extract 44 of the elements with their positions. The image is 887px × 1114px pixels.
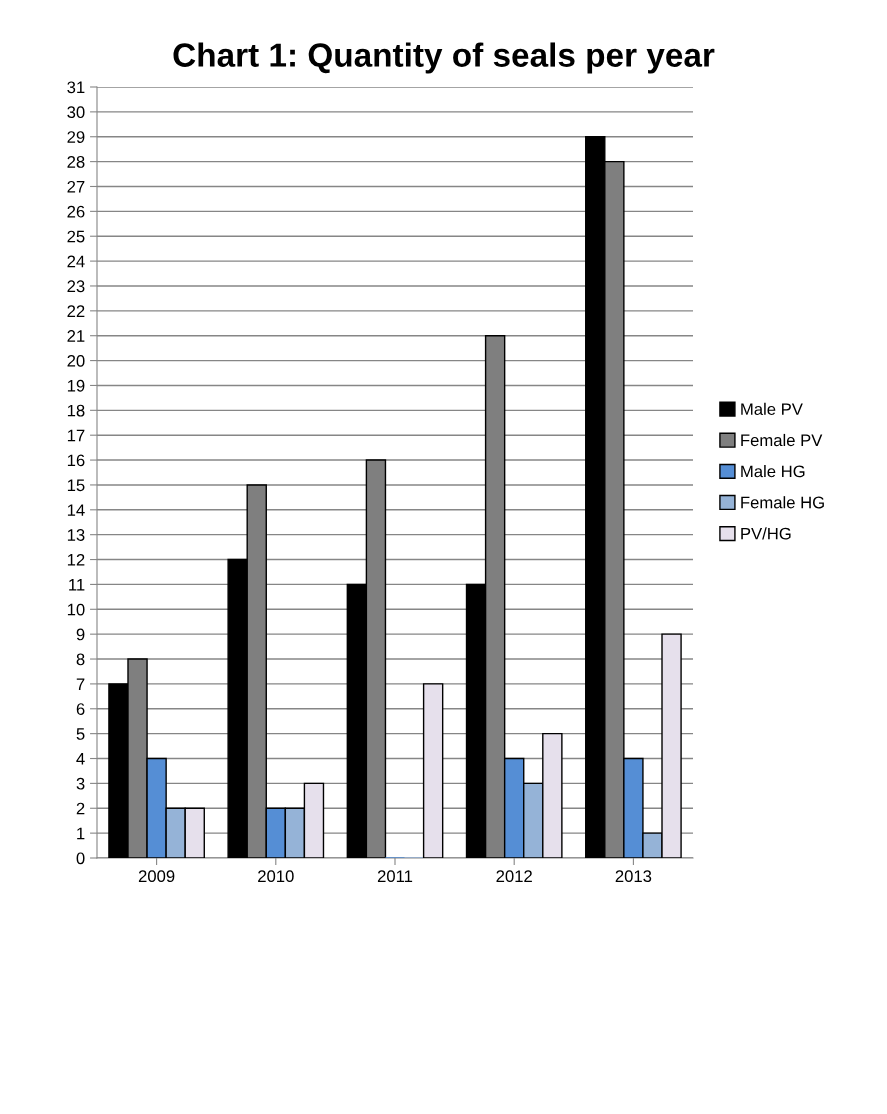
x-tick-label: 2013 <box>615 870 652 883</box>
y-tick-label: 15 <box>67 479 85 492</box>
y-tick-label: 29 <box>67 131 85 143</box>
legend-label: Male PV <box>741 402 803 416</box>
y-tick-label: 27 <box>67 180 85 193</box>
y-tick-label: 22 <box>67 305 85 317</box>
x-tick-label: 2009 <box>138 870 175 883</box>
y-tick-label: 3 <box>76 777 85 790</box>
y-tick-label: 5 <box>76 728 85 740</box>
x-tick-label: 2011 <box>377 870 413 883</box>
y-tick-label: 14 <box>67 504 85 516</box>
legend-label: PV/HG <box>741 527 791 540</box>
y-tick-label: 11 <box>69 578 85 591</box>
y-tick-label: 20 <box>67 354 85 367</box>
y-tick-label: 16 <box>67 454 85 467</box>
y-tick-label: 23 <box>67 280 85 293</box>
y-tick-label: 6 <box>76 703 85 715</box>
y-tick-label: 25 <box>67 230 85 243</box>
y-tick-label: 9 <box>76 628 85 641</box>
y-tick-label: 19 <box>67 379 85 392</box>
legend-label: Female HG <box>741 496 824 509</box>
y-tick-label: 2 <box>76 802 85 815</box>
y-tick-label: 10 <box>67 603 85 616</box>
legend-label: Male HG <box>741 465 805 478</box>
y-tick-label: 0 <box>76 852 85 865</box>
y-tick-label: 13 <box>67 529 85 541</box>
y-tick-label: 28 <box>67 156 85 168</box>
y-tick-label: 26 <box>67 205 85 218</box>
y-tick-label: 18 <box>67 404 85 417</box>
x-tick-label: 2012 <box>496 870 532 883</box>
y-tick-label: 4 <box>76 753 85 765</box>
bar <box>422 683 444 858</box>
legend-label: Female PV <box>741 433 823 447</box>
y-tick-label: 31 <box>67 81 85 94</box>
y-tick-label: 21 <box>67 330 85 342</box>
x-tick-label: 2010 <box>258 870 294 883</box>
y-tick-label: 8 <box>76 653 85 666</box>
y-tick-label: 17 <box>67 429 85 442</box>
y-tick-label: 1 <box>77 827 85 840</box>
y-tick-label: 24 <box>67 255 85 268</box>
y-tick-label: 12 <box>67 553 85 566</box>
y-tick-label: 30 <box>67 106 85 119</box>
chart-title: Chart 1: Quantity of seals per year <box>173 42 715 74</box>
y-tick-label: 7 <box>76 678 85 690</box>
